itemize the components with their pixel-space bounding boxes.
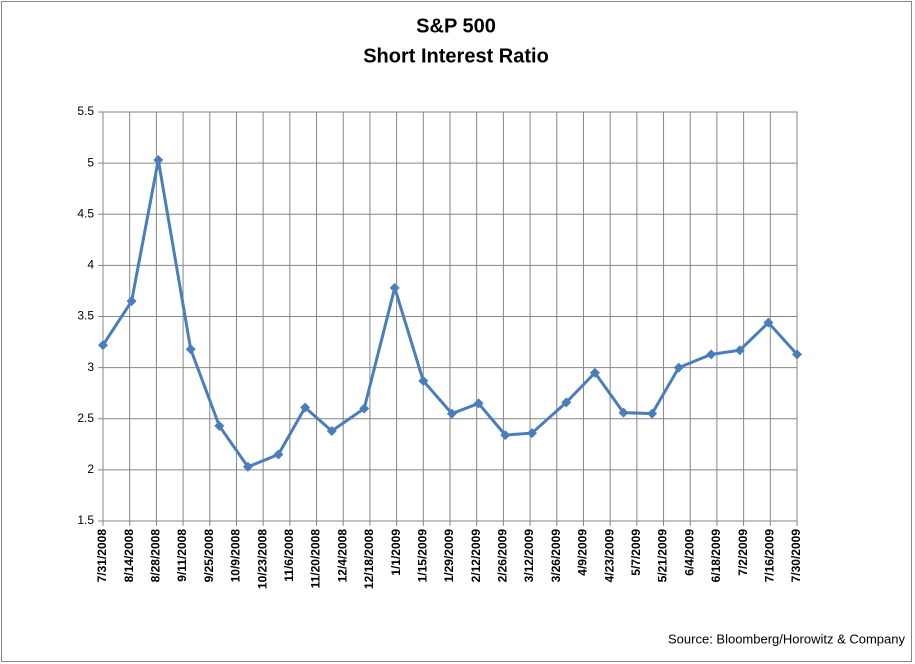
data-point — [300, 402, 311, 413]
data-point — [126, 296, 137, 307]
x-tick-label: 3/12/2009 — [522, 529, 536, 583]
data-point — [389, 282, 400, 293]
x-tick-label: 11/6/2008 — [282, 529, 296, 582]
chart-subtitle: Short Interest Ratio — [363, 45, 549, 67]
x-tick-label: 7/16/2009 — [762, 529, 776, 583]
y-tick-label: 2.5 — [77, 411, 94, 425]
x-tick-label: 5/7/2009 — [629, 529, 643, 576]
x-tick-label: 7/2/2009 — [736, 529, 750, 576]
x-tick-label: 9/11/2008 — [175, 529, 189, 582]
y-tick-label: 3.5 — [77, 309, 94, 323]
y-tick-label: 2 — [87, 462, 94, 476]
data-point — [185, 344, 196, 355]
data-point — [647, 408, 658, 419]
x-tick-label: 10/9/2008 — [229, 529, 243, 583]
data-point — [359, 403, 370, 414]
x-tick-label: 1/15/2009 — [415, 529, 429, 583]
y-tick-label: 1.5 — [77, 513, 94, 527]
x-tick-label: 7/31/2008 — [95, 529, 109, 583]
x-tick-label: 2/26/2009 — [496, 529, 510, 583]
data-point — [446, 408, 457, 419]
data-point — [418, 375, 429, 386]
y-tick-label: 5.5 — [77, 104, 94, 118]
data-point — [526, 428, 537, 439]
data-point — [98, 340, 108, 351]
chart-title: S&P 500 — [416, 15, 496, 37]
data-point — [242, 461, 253, 472]
x-tick-label: 12/18/2008 — [362, 529, 376, 589]
data-point — [473, 398, 484, 409]
x-tick-label: 3/26/2009 — [549, 529, 563, 583]
data-point — [273, 449, 284, 460]
data-point — [673, 362, 684, 373]
source-note: Source: Bloomberg/Horowitz & Company — [668, 631, 905, 646]
x-tick-label: 1/29/2009 — [442, 529, 456, 583]
x-tick-label: 10/23/2008 — [255, 529, 269, 589]
data-point — [500, 430, 511, 441]
data-point — [763, 317, 774, 328]
y-tick-label: 4.5 — [77, 206, 94, 220]
x-tick-label: 2/12/2009 — [469, 529, 483, 583]
x-tick-label: 8/14/2008 — [122, 529, 136, 583]
y-tick-label: 3 — [87, 360, 94, 374]
x-tick-label: 1/1/2009 — [389, 529, 403, 576]
x-tick-label: 11/20/2008 — [309, 529, 323, 589]
data-point — [326, 426, 337, 437]
x-tick-label: 4/23/2009 — [602, 529, 616, 583]
y-tick-label: 4 — [87, 258, 94, 272]
x-tick-label: 6/18/2009 — [709, 529, 723, 583]
data-point — [618, 407, 629, 418]
data-point — [214, 420, 225, 431]
x-tick-label: 4/9/2009 — [576, 529, 590, 576]
x-tick-label: 9/25/2008 — [202, 529, 216, 583]
x-tick-label: 6/4/2009 — [682, 529, 696, 576]
plot-border — [102, 111, 798, 522]
x-tick-label: 8/28/2008 — [149, 529, 163, 583]
x-tick-label: 7/30/2009 — [789, 529, 803, 583]
data-point — [153, 155, 164, 166]
x-tick-label: 5/21/2009 — [656, 529, 670, 583]
data-point — [561, 397, 572, 408]
y-tick-label: 5 — [87, 155, 94, 169]
data-point — [706, 349, 717, 360]
x-tick-label: 12/4/2008 — [335, 529, 349, 583]
data-point — [734, 345, 745, 356]
data-point — [792, 349, 802, 360]
data-point — [589, 367, 600, 378]
